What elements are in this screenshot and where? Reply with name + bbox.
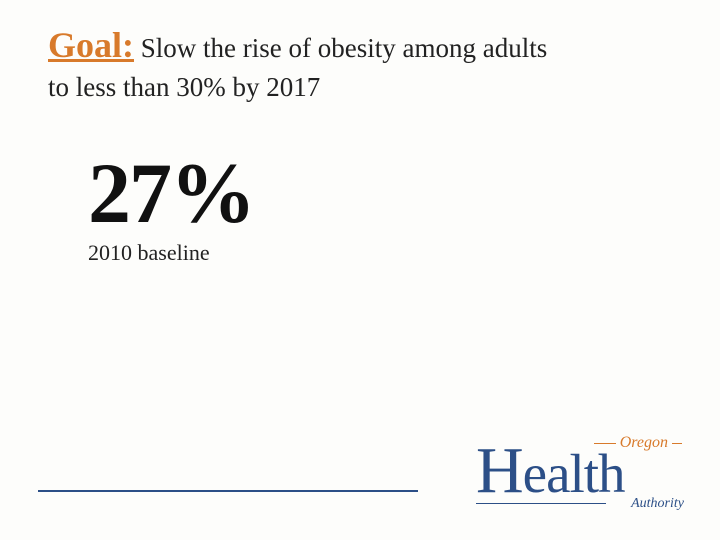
goal-header: Goal: Slow the rise of obesity among adu… (48, 24, 690, 103)
slide: Goal: Slow the rise of obesity among adu… (0, 0, 720, 540)
logo-divider-line (476, 503, 606, 504)
stat-value: 27% (88, 150, 254, 236)
logo-health-text: Health (476, 442, 625, 505)
footer-rule (38, 490, 418, 492)
oregon-health-authority-logo: Oregon Health Authority (476, 434, 686, 512)
logo-health-cap: H (476, 434, 523, 507)
logo-authority-text: Authority (631, 496, 684, 512)
goal-label: Goal: (48, 25, 134, 65)
goal-text-line2: to less than 30% by 2017 (48, 72, 690, 103)
stat-caption: 2010 baseline (88, 240, 254, 266)
stat-block: 27% 2010 baseline (88, 150, 254, 266)
logo-health-rest: ealth (523, 443, 625, 504)
goal-text-line1: Slow the rise of obesity among adults (134, 33, 547, 63)
